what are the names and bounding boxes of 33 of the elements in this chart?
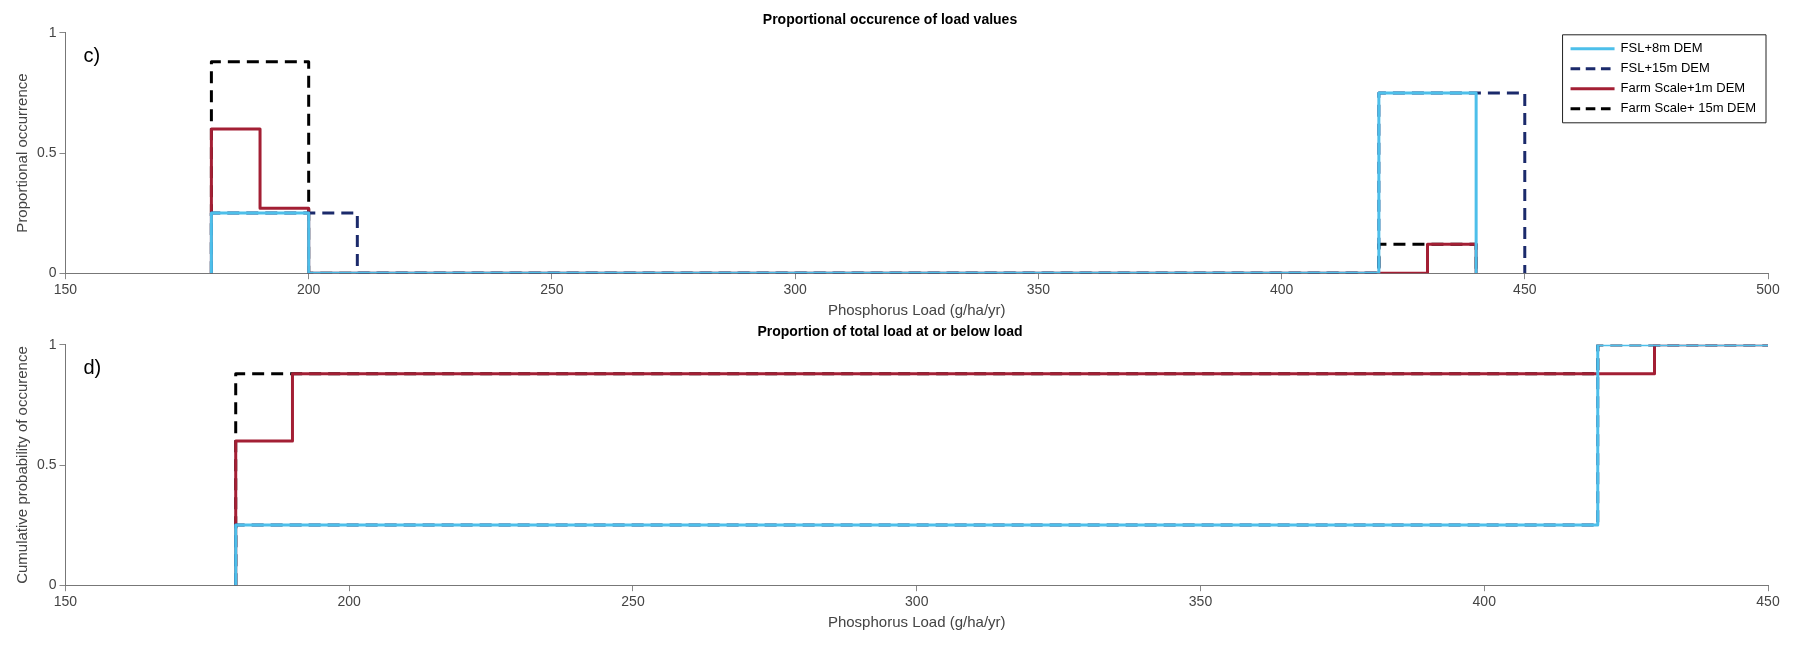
y-tick-label: 0 [48, 264, 57, 281]
x-axis-title: Phosphorus Load (g/ha/yr) [827, 613, 1006, 631]
x-tick-label: 150 [53, 281, 78, 298]
legend-label: Farm Scale+ 15m DEM [1620, 100, 1756, 116]
legend-label: Farm Scale+1m DEM [1620, 80, 1746, 96]
x-tick-label: 200 [297, 281, 321, 298]
y-axis-title: Cumulative probability of occurence [13, 346, 31, 584]
x-tick-label: 250 [621, 593, 645, 610]
legend-label: FSL+8m DEM [1620, 40, 1703, 56]
x-tick-label: 250 [540, 281, 564, 298]
x-tick-label: 450 [1513, 281, 1537, 298]
chart-title: Proportional occurence of load values [762, 11, 1018, 28]
x-tick-label: 350 [1188, 593, 1213, 610]
x-tick-label: 300 [783, 281, 808, 298]
x-tick-label: 400 [1269, 281, 1294, 298]
x-axis-title: Phosphorus Load (g/ha/yr) [827, 301, 1006, 319]
x-tick-label: 350 [1026, 281, 1051, 298]
x-tick-label: 200 [337, 593, 362, 610]
x-tick-label: 400 [1472, 593, 1497, 610]
y-tick-label: 1 [48, 23, 57, 40]
y-tick-label: 1 [48, 335, 57, 352]
annotation: c) [83, 44, 101, 67]
x-tick-label: 500 [1756, 281, 1780, 298]
x-tick-label: 450 [1756, 593, 1780, 610]
x-tick-label: 300 [905, 593, 929, 610]
y-axis-title: Proportional occurrence [13, 73, 31, 233]
y-tick-label: 0.5 [36, 143, 57, 160]
y-tick-label: 0 [48, 576, 57, 593]
chart-title: Proportion of total load at or below load [757, 323, 1023, 340]
x-tick-label: 150 [53, 593, 78, 610]
y-tick-label: 0.5 [36, 455, 57, 472]
annotation: d) [83, 356, 102, 379]
legend-label: FSL+15m DEM [1620, 60, 1710, 76]
